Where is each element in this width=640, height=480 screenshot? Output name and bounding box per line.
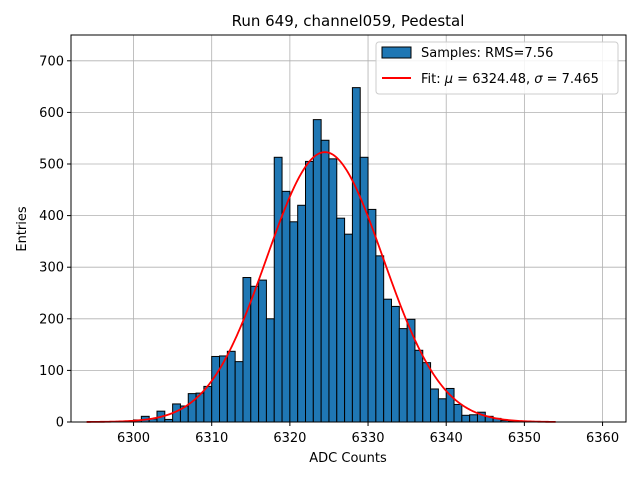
histogram-bar <box>414 349 424 423</box>
legend-fit-sigma-value: = 7.465 <box>542 72 598 87</box>
axes-frame <box>70 34 627 423</box>
histogram-bar <box>437 398 447 423</box>
histogram-bar <box>281 190 291 423</box>
x-tick-label: 6360 <box>586 431 619 446</box>
histogram-bar <box>211 355 221 423</box>
y-axis-label: Entries <box>15 206 30 252</box>
histogram-bar <box>328 158 338 423</box>
legend-histogram-label: Samples: RMS=7.56 <box>421 46 553 61</box>
histogram-bar <box>305 160 314 423</box>
histogram-bar <box>383 298 392 423</box>
y-tick-label: 200 <box>39 312 64 327</box>
legend-fit-label: Fit: μ = 6324.48, σ = 7.465 <box>421 72 599 87</box>
legend: Samples: RMS=7.56 Fit: μ = 6324.48, σ = … <box>375 41 619 95</box>
x-axis-ticks: 6300 6310 6320 6330 6340 6350 6360 <box>117 422 619 446</box>
histogram-bar <box>461 414 471 423</box>
x-tick-label: 6320 <box>273 431 306 446</box>
histogram-bar <box>406 318 416 423</box>
histogram-bar <box>289 221 299 423</box>
x-tick-label: 6350 <box>508 431 541 446</box>
histogram-bar <box>226 350 236 423</box>
histogram-bar <box>312 119 322 423</box>
histogram-bar <box>234 361 244 423</box>
legend-fit-prefix: Fit: <box>421 72 445 87</box>
y-tick-label: 700 <box>39 54 64 69</box>
y-tick-label: 600 <box>39 106 64 121</box>
histogram-bar <box>320 139 330 423</box>
histogram-bar <box>203 385 213 423</box>
chart-title: Run 649, channel059, Pedestal <box>232 12 465 30</box>
x-tick-label: 6330 <box>351 431 384 446</box>
histogram-bar <box>258 279 267 423</box>
y-tick-label: 100 <box>39 364 64 379</box>
histogram-bar <box>375 255 385 423</box>
legend-histogram-swatch <box>381 46 412 59</box>
histogram-bar <box>398 328 408 423</box>
histogram-bar <box>250 285 260 423</box>
histogram-bar <box>469 414 478 423</box>
y-tick-label: 400 <box>39 209 64 224</box>
histogram-bar <box>367 208 377 423</box>
histogram-bar <box>351 87 361 423</box>
histogram-bar <box>265 318 275 423</box>
histogram-bar <box>336 217 346 423</box>
histogram-bar <box>187 393 197 423</box>
histogram-bar <box>422 362 432 423</box>
histogram-bar <box>242 277 252 423</box>
x-tick-label: 6300 <box>117 431 150 446</box>
y-axis-ticks: 0 100 200 300 400 500 600 700 <box>39 54 71 431</box>
histogram-bar <box>359 156 369 423</box>
x-axis-label: ADC Counts <box>309 451 387 466</box>
histogram-bar <box>344 233 353 423</box>
legend-box <box>375 41 619 95</box>
y-tick-label: 0 <box>56 416 64 431</box>
x-tick-label: 6310 <box>195 431 228 446</box>
histogram-bar <box>430 388 439 423</box>
legend-fit-mu-symbol: μ <box>444 72 453 87</box>
histogram-bar <box>390 305 400 423</box>
y-tick-label: 300 <box>39 261 64 276</box>
x-tick-label: 6340 <box>430 431 463 446</box>
fit-curve <box>86 151 556 423</box>
histogram-bar <box>453 403 463 423</box>
fit-curve-layer <box>86 151 556 423</box>
legend-fit-mu-value: = 6324.48, <box>453 72 534 87</box>
y-tick-label: 500 <box>39 158 64 173</box>
histogram-bar <box>273 156 283 423</box>
legend-fit-sigma-symbol: σ <box>534 72 543 87</box>
histogram-bar <box>297 204 307 423</box>
